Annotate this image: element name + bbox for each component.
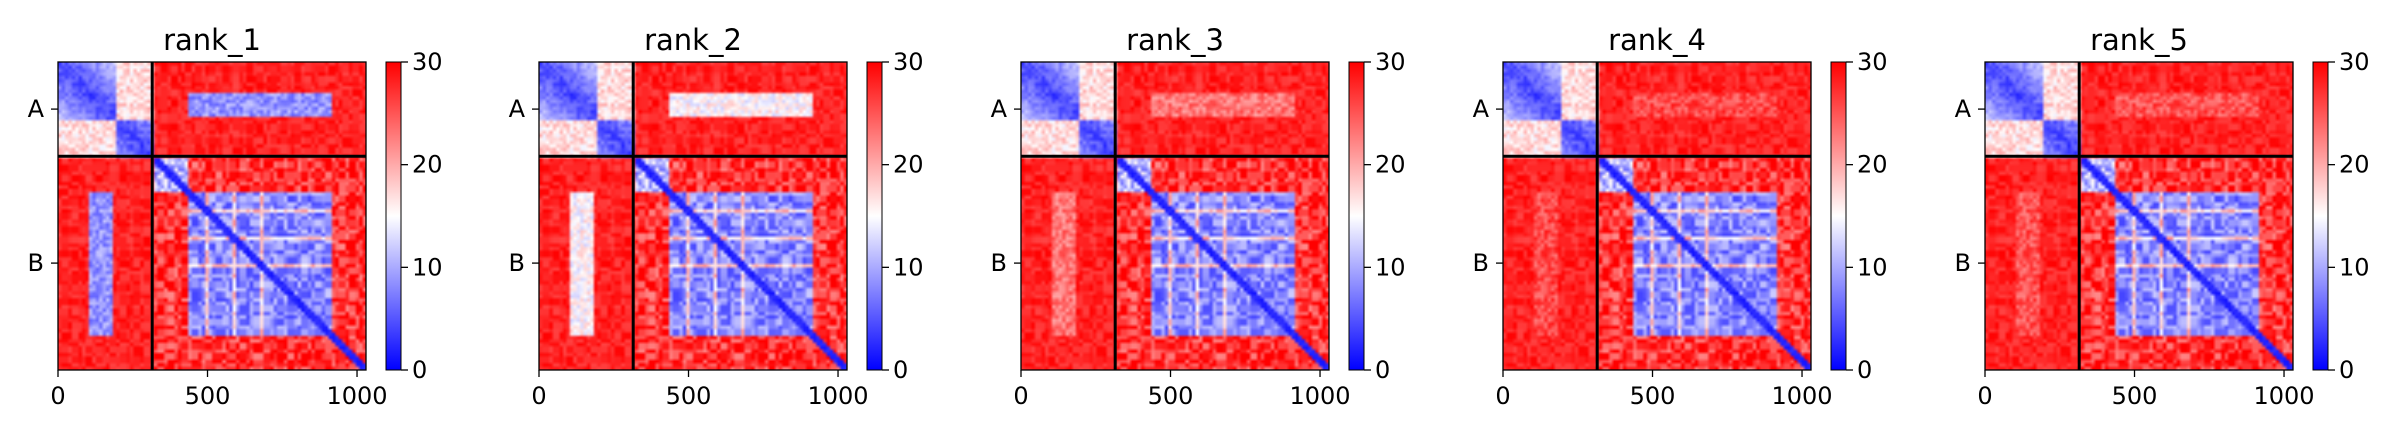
pae-heatmap [1985, 62, 2293, 370]
colorbar-tick-label: 10 [1375, 253, 1406, 281]
colorbar-tick-label: 30 [1375, 48, 1406, 76]
colorbar-tick-label: 0 [2339, 356, 2354, 384]
colorbar-tick-label: 20 [1375, 151, 1406, 179]
colorbar-tick-label: 30 [893, 48, 924, 76]
pae-heatmap [1021, 62, 1329, 370]
x-tick-label: 500 [185, 382, 231, 410]
colorbar-tick-label: 10 [2339, 253, 2370, 281]
panel-2: rank_2 0 500 1000 A B 0 10 20 30 [509, 23, 924, 410]
colorbar-tick-label: 20 [2339, 151, 2370, 179]
colorbar-tick-label: 10 [412, 253, 443, 281]
colorbar-tick-label: 0 [1375, 356, 1390, 384]
plot-frame [1502, 61, 1812, 371]
x-tick-label: 1000 [326, 382, 387, 410]
panel-title: rank_4 [1608, 23, 1706, 57]
x-tick-label: 500 [1630, 382, 1676, 410]
panel-5: rank_5 0 500 1000 A B 0 10 20 30 [1955, 23, 2370, 410]
x-tick-label: 1000 [807, 382, 868, 410]
colorbar-tick-label: 20 [412, 151, 443, 179]
chain-label-A: A [28, 95, 45, 123]
plot-frame [57, 61, 367, 371]
panel-title: rank_2 [644, 23, 742, 57]
colorbar [1348, 61, 1365, 371]
colorbar [385, 61, 402, 371]
chain-label-A: A [1955, 95, 1972, 123]
colorbar-tick-label: 30 [412, 48, 443, 76]
panel-3: rank_3 0 500 1000 A B 0 10 20 30 [991, 23, 1406, 410]
colorbar-tick-label: 0 [1857, 356, 1872, 384]
x-tick-label: 1000 [1771, 382, 1832, 410]
x-tick-label: 0 [1495, 382, 1510, 410]
plot-frame [538, 61, 848, 371]
panel-title: rank_5 [2090, 23, 2188, 57]
pae-heatmap [58, 62, 366, 370]
chain-label-B: B [28, 249, 44, 277]
x-tick-label: 1000 [2253, 382, 2314, 410]
colorbar [2312, 61, 2329, 371]
colorbar-tick-label: 20 [1857, 151, 1888, 179]
x-tick-label: 0 [50, 382, 65, 410]
colorbar-tick-label: 20 [893, 151, 924, 179]
colorbar-tick-label: 0 [412, 356, 427, 384]
x-tick-label: 500 [666, 382, 712, 410]
pae-heatmap [1503, 62, 1811, 370]
panel-title: rank_1 [163, 23, 261, 57]
x-tick-label: 500 [1148, 382, 1194, 410]
chain-label-B: B [509, 249, 525, 277]
panel-title: rank_3 [1126, 23, 1224, 57]
x-tick-label: 1000 [1289, 382, 1350, 410]
colorbar [866, 61, 883, 371]
colorbar-tick-label: 10 [893, 253, 924, 281]
colorbar-tick-label: 30 [1857, 48, 1888, 76]
colorbar-tick-label: 10 [1857, 253, 1888, 281]
x-tick-label: 500 [2112, 382, 2158, 410]
x-tick-label: 0 [1013, 382, 1028, 410]
chain-label-B: B [991, 249, 1007, 277]
colorbar-tick-label: 0 [893, 356, 908, 384]
x-tick-label: 0 [531, 382, 546, 410]
plot-frame [1984, 61, 2294, 371]
chain-label-B: B [1473, 249, 1489, 277]
chain-label-A: A [1473, 95, 1490, 123]
chain-label-A: A [991, 95, 1008, 123]
x-tick-label: 0 [1977, 382, 1992, 410]
plot-frame [1020, 61, 1330, 371]
chain-label-B: B [1955, 249, 1971, 277]
colorbar [1830, 61, 1847, 371]
pae-heatmap [539, 62, 847, 370]
panel-4: rank_4 0 500 1000 A B 0 10 20 30 [1473, 23, 1888, 410]
colorbar-tick-label: 30 [2339, 48, 2370, 76]
panel-1: rank_1 0 500 1000 A B 0 10 20 30 [28, 23, 443, 410]
chain-label-A: A [509, 95, 526, 123]
